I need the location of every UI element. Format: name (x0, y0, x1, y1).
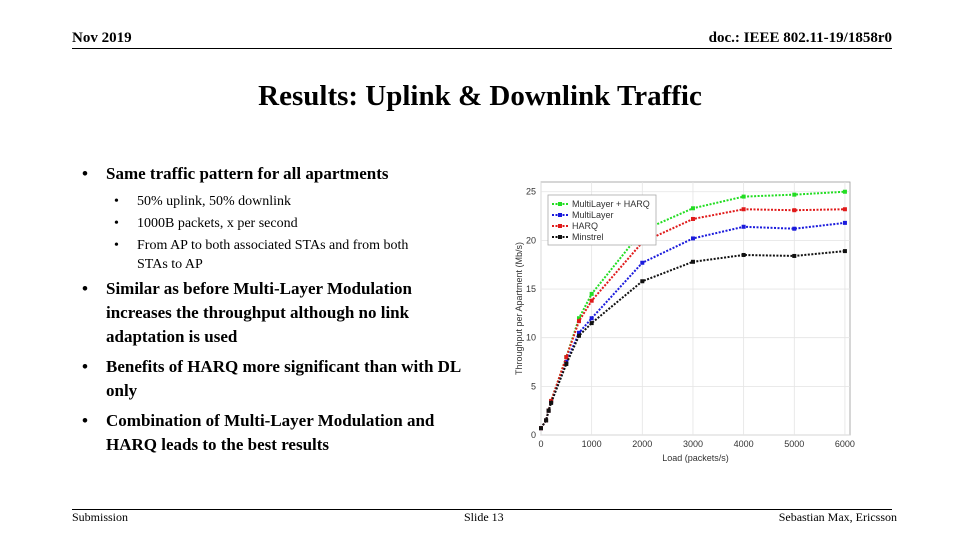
y-axis-label: Throughput per Apartment (Mb/s) (514, 242, 524, 375)
bullet-list: Same traffic pattern for all apartments 5… (82, 162, 462, 463)
legend-label: Minstrel (572, 232, 604, 242)
point-marker (842, 189, 847, 194)
bullet-group: Same traffic pattern for all apartments 5… (82, 162, 462, 274)
bullet: Benefits of HARQ more significant than w… (82, 355, 462, 403)
x-tick-label: 3000 (683, 439, 703, 449)
bullet-group: Benefits of HARQ more significant than w… (82, 355, 462, 403)
footer-right: Sebastian Max, Ericsson (778, 510, 897, 524)
point-marker (690, 216, 695, 221)
point-marker (741, 207, 746, 212)
x-tick-label: 0 (538, 439, 543, 449)
header-rule (72, 48, 892, 49)
point-marker (576, 333, 581, 338)
legend-marker (558, 224, 562, 228)
bullet: Combination of Multi-Layer Modulation an… (82, 409, 462, 457)
bullet: Same traffic pattern for all apartments (82, 162, 462, 186)
point-marker (564, 361, 569, 366)
point-marker (589, 321, 594, 326)
chart: 0 5 10 15 20 25 0 1000 2000 3000 4000 5000 6000 Load … (514, 181, 855, 463)
point-marker (546, 408, 551, 413)
point-marker (576, 316, 581, 321)
point-marker (589, 298, 594, 303)
point-marker (741, 224, 746, 229)
point-marker (792, 226, 797, 231)
sub-bullet: 50% uplink, 50% downlink (82, 192, 427, 211)
point-marker (792, 208, 797, 213)
point-marker (539, 426, 543, 431)
footer-center: Slide 13 (464, 510, 504, 524)
x-tick-label: 1000 (582, 439, 602, 449)
y-tick-label: 0 (531, 430, 536, 440)
point-marker (792, 192, 797, 197)
x-tick-label: 5000 (784, 439, 804, 449)
point-marker (640, 279, 645, 284)
point-marker (690, 206, 695, 211)
point-marker (640, 260, 645, 265)
point-marker (589, 316, 594, 321)
legend-label: MultiLayer + HARQ (572, 199, 650, 209)
point-marker (690, 236, 695, 241)
y-tick-label: 20 (526, 235, 536, 245)
y-tick-label: 10 (526, 333, 536, 343)
slide-title: Results: Uplink & Downlink Traffic (258, 80, 702, 112)
legend-marker (558, 202, 562, 206)
point-marker (589, 291, 594, 296)
point-marker (544, 418, 549, 423)
sub-bullet: 1000B packets, x per second (82, 214, 427, 233)
x-tick-label: 2000 (632, 439, 652, 449)
point-marker (576, 330, 581, 335)
point-marker (690, 259, 695, 264)
y-tick-label: 25 (526, 187, 536, 197)
point-marker (576, 319, 581, 324)
point-marker (842, 249, 847, 254)
y-tick-label: 5 (531, 381, 536, 391)
point-marker (792, 253, 797, 258)
header-date: Nov 2019 (72, 30, 132, 46)
bullet-group: Similar as before Multi-Layer Modulation… (82, 277, 462, 349)
legend-marker (558, 235, 562, 239)
point-marker (842, 207, 847, 212)
point-marker (549, 400, 554, 405)
x-tick-label: 6000 (835, 439, 855, 449)
legend-label: HARQ (572, 221, 598, 231)
x-axis-label: Load (packets/s) (662, 453, 729, 463)
bullet-group: Combination of Multi-Layer Modulation an… (82, 409, 462, 457)
point-marker (741, 252, 746, 257)
legend-label: MultiLayer (572, 210, 614, 220)
header-doc: doc.: IEEE 802.11-19/1858r0 (708, 30, 892, 46)
y-tick-label: 15 (526, 284, 536, 294)
footer-left: Submission (72, 510, 129, 524)
x-tick-label: 4000 (734, 439, 754, 449)
sub-bullet: From AP to both associated STAs and from… (82, 236, 427, 274)
legend-marker (558, 213, 562, 217)
point-marker (842, 220, 847, 225)
point-marker (741, 194, 746, 199)
footer-rule (72, 509, 892, 510)
point-marker (564, 355, 569, 360)
bullet: Similar as before Multi-Layer Modulation… (82, 277, 462, 349)
